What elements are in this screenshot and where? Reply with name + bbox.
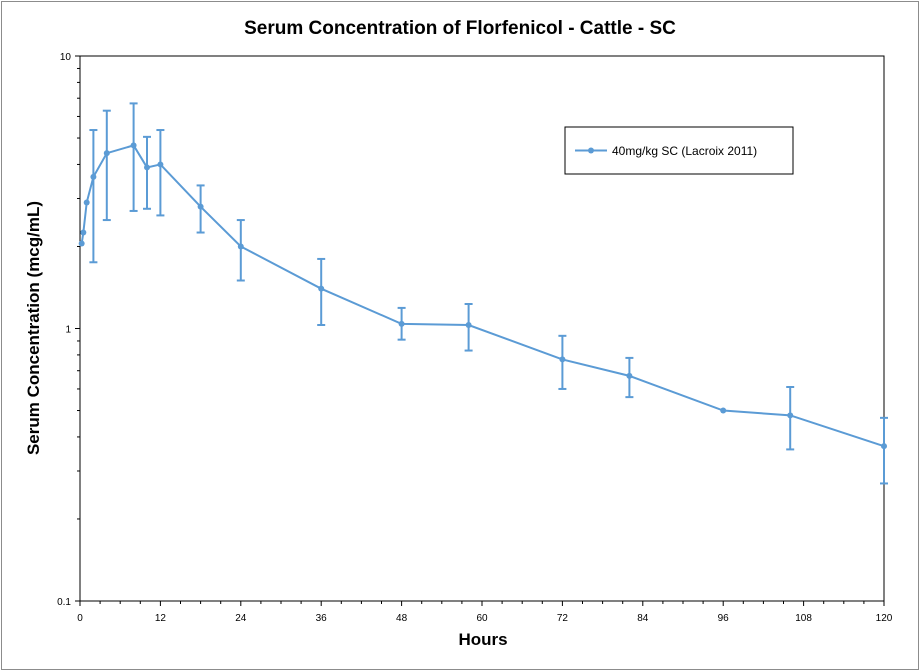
data-point [626, 372, 633, 379]
x-tick-label: 72 [557, 613, 569, 624]
series-line [80, 144, 885, 448]
x-tick-label: 0 [77, 613, 83, 624]
x-tick-label: 12 [155, 613, 167, 624]
data-point [237, 243, 244, 250]
x-tick-label: 84 [637, 613, 649, 624]
data-point [318, 285, 325, 292]
data-point [559, 356, 566, 363]
x-tick-label: 48 [396, 613, 408, 624]
data-point [78, 240, 85, 247]
data-point [787, 412, 794, 419]
legend-label: 40mg/kg SC (Lacroix 2011) [612, 144, 757, 158]
x-tick-label: 36 [316, 613, 328, 624]
data-point [83, 199, 90, 206]
data-point [197, 203, 204, 210]
data-point [398, 320, 405, 327]
y-tick-label: 0.1 [57, 597, 71, 608]
chart-title: Serum Concentration of Florfenicol - Cat… [244, 18, 676, 39]
legend-point-marker [588, 147, 594, 154]
x-tick-label: 120 [876, 613, 893, 624]
y-axis: 10 1 0.1 [57, 52, 80, 608]
y-tick-label: 10 [60, 52, 72, 63]
data-point [90, 173, 97, 180]
y-axis-title: Serum Concentration (mcg/mL) [24, 201, 43, 455]
x-tick-label: 108 [795, 613, 812, 624]
x-axis: 0 12 24 36 48 60 72 84 96 108 120 [77, 601, 893, 624]
x-tick-label: 24 [235, 613, 247, 624]
data-point [103, 150, 110, 157]
legend: 40mg/kg SC (Lacroix 2011) [564, 126, 794, 175]
data-points [78, 142, 887, 450]
data-point [720, 407, 727, 414]
x-axis-title: Hours [458, 630, 507, 649]
data-point [130, 142, 137, 149]
data-point [157, 161, 164, 168]
data-point [80, 229, 87, 236]
data-point [144, 164, 150, 171]
data-point [465, 322, 472, 329]
x-tick-label: 60 [476, 613, 488, 624]
y-tick-label: 1 [65, 325, 71, 336]
data-point [881, 443, 887, 450]
x-tick-label: 96 [718, 613, 730, 624]
